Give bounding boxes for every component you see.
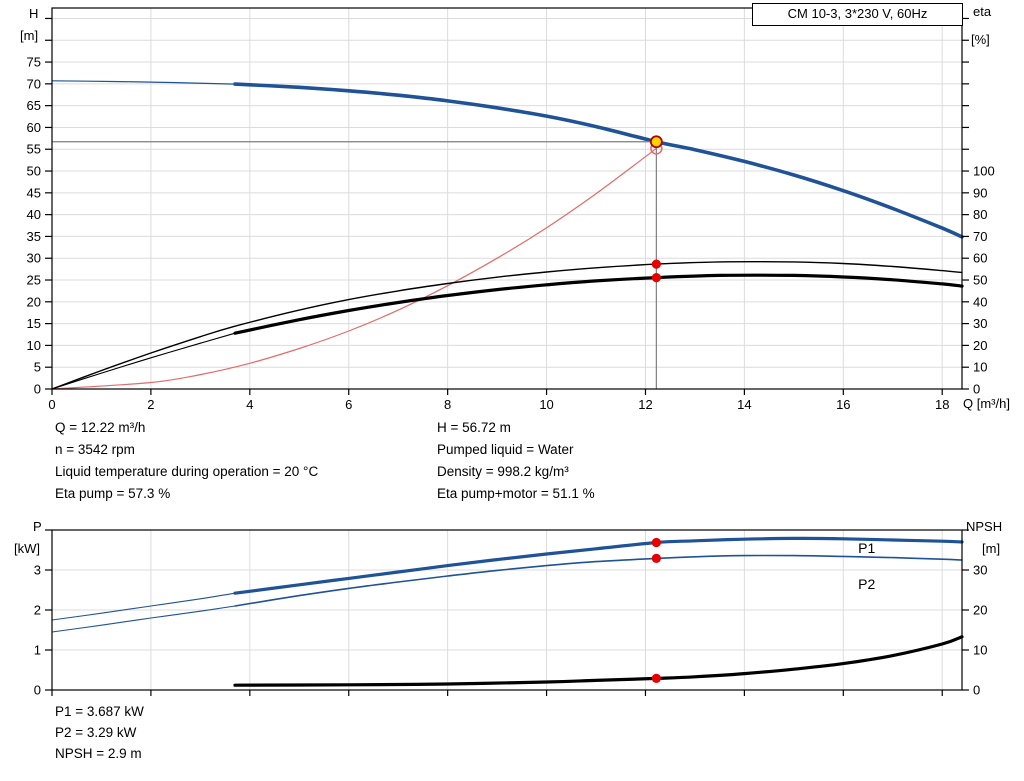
hq-series (51, 80, 964, 390)
eta-pump-motor-low-flow (51, 332, 236, 390)
eta-pump-duty-marker (651, 259, 661, 269)
svg-text:90: 90 (973, 185, 987, 200)
head-capacity-chart: 0510152025303540455055606570750102030405… (27, 7, 995, 412)
system-curve (51, 147, 657, 390)
p2-curve-low-flow (51, 605, 236, 633)
npsh-duty-marker (651, 673, 661, 683)
p2-curve (234, 554, 963, 607)
duty-readout-left: Q = 12.22 m³/h n = 3542 rpm Liquid tempe… (55, 417, 318, 505)
svg-text:0: 0 (973, 382, 980, 397)
svg-text:4: 4 (246, 397, 253, 412)
svg-text:10: 10 (539, 397, 553, 412)
svg-text:45: 45 (27, 185, 41, 200)
svg-text:0: 0 (973, 683, 980, 698)
svg-text:75: 75 (27, 55, 41, 70)
eta-axis-name: eta (973, 4, 992, 19)
p1-curve (233, 536, 964, 595)
eta-axis-unit: [%] (971, 32, 990, 47)
svg-text:18: 18 (935, 397, 949, 412)
curve-label-p2: P2 (858, 576, 875, 592)
duty-readout-right: H = 56.72 m Pumped liquid = Water Densit… (437, 417, 595, 505)
p2-duty-marker (651, 553, 661, 563)
duty-point-crosshair (52, 141, 657, 389)
svg-text:1: 1 (34, 643, 41, 658)
readout-line-liquid: Pumped liquid = Water (437, 442, 574, 457)
curve-label-p1: P1 (858, 540, 875, 556)
svg-text:30: 30 (973, 316, 987, 331)
svg-text:8: 8 (444, 397, 451, 412)
svg-text:3: 3 (34, 563, 41, 578)
svg-text:0: 0 (34, 683, 41, 698)
svg-text:0: 0 (34, 382, 41, 397)
pump-model-title: CM 10-3, 3*230 V, 60Hz (752, 3, 963, 26)
readout-line-temp: Liquid temperature during operation = 20… (55, 464, 319, 479)
npsh-curve (233, 635, 964, 687)
readout-line-p1: P1 = 3.687 kW (55, 704, 144, 719)
duty-point-marker (649, 135, 663, 149)
h-axis-unit: [m] (20, 28, 39, 43)
svg-text:70: 70 (973, 229, 987, 244)
svg-text:20: 20 (27, 294, 41, 309)
svg-text:65: 65 (27, 98, 41, 113)
pump-curve (233, 82, 964, 239)
pump-curve-low-flow (51, 80, 236, 85)
svg-text:50: 50 (27, 164, 41, 179)
svg-text:60: 60 (973, 251, 987, 266)
svg-text:10: 10 (973, 360, 987, 375)
hq-axis-ticks: 0510152025303540455055606570750102030405… (27, 17, 995, 412)
readout-line-npsh: NPSH = 2.9 m (55, 746, 142, 761)
svg-text:30: 30 (27, 251, 41, 266)
svg-text:40: 40 (27, 207, 41, 222)
svg-text:2: 2 (34, 603, 41, 618)
eta-pump-curve (51, 261, 963, 390)
power-readout: P1 = 3.687 kW P2 = 3.29 kW NPSH = 2.9 m (55, 701, 144, 764)
readout-line-n: n = 3542 rpm (55, 442, 135, 457)
eta-pump-motor-duty-marker (651, 273, 661, 283)
readout-line-q: Q = 12.22 m³/h (55, 420, 146, 435)
power-series (51, 536, 964, 687)
svg-text:15: 15 (27, 316, 41, 331)
svg-text:10: 10 (973, 643, 987, 658)
hq-gridlines (52, 8, 962, 389)
h-axis-name: H (29, 6, 39, 21)
npsh-axis-unit: [m] (982, 541, 1001, 556)
svg-text:55: 55 (27, 142, 41, 157)
svg-text:100: 100 (973, 164, 995, 179)
eta-pump-motor-curve (233, 273, 964, 335)
readout-line-eta-pump-motor: Eta pump+motor = 51.1 % (437, 486, 595, 501)
readout-line-eta-pump: Eta pump = 57.3 % (55, 486, 171, 501)
svg-text:40: 40 (973, 294, 987, 309)
p1-duty-marker (651, 537, 661, 548)
svg-text:0: 0 (48, 397, 55, 412)
svg-text:16: 16 (836, 397, 850, 412)
svg-text:60: 60 (27, 120, 41, 135)
readout-line-h: H = 56.72 m (437, 420, 511, 435)
p1-curve-low-flow (51, 592, 236, 621)
hq-plot-border (51, 7, 963, 390)
readout-line-p2: P2 = 3.29 kW (55, 725, 137, 740)
svg-text:6: 6 (345, 397, 352, 412)
svg-text:25: 25 (27, 273, 41, 288)
svg-text:12: 12 (638, 397, 652, 412)
svg-text:35: 35 (27, 229, 41, 244)
npsh-axis-name: NPSH (966, 519, 1003, 534)
svg-text:20: 20 (973, 603, 987, 618)
svg-text:30: 30 (973, 563, 987, 578)
svg-text:80: 80 (973, 207, 987, 222)
p-axis-name: P (33, 519, 42, 534)
svg-text:10: 10 (27, 338, 41, 353)
readout-line-density: Density = 998.2 kg/m³ (437, 464, 569, 479)
svg-text:70: 70 (27, 76, 41, 91)
svg-text:20: 20 (973, 338, 987, 353)
q-axis-title: Q [m³/h] (963, 396, 1010, 411)
svg-text:2: 2 (147, 397, 154, 412)
svg-text:5: 5 (34, 360, 41, 375)
p-axis-unit: [kW] (14, 541, 40, 556)
svg-text:50: 50 (973, 273, 987, 288)
svg-text:14: 14 (737, 397, 751, 412)
